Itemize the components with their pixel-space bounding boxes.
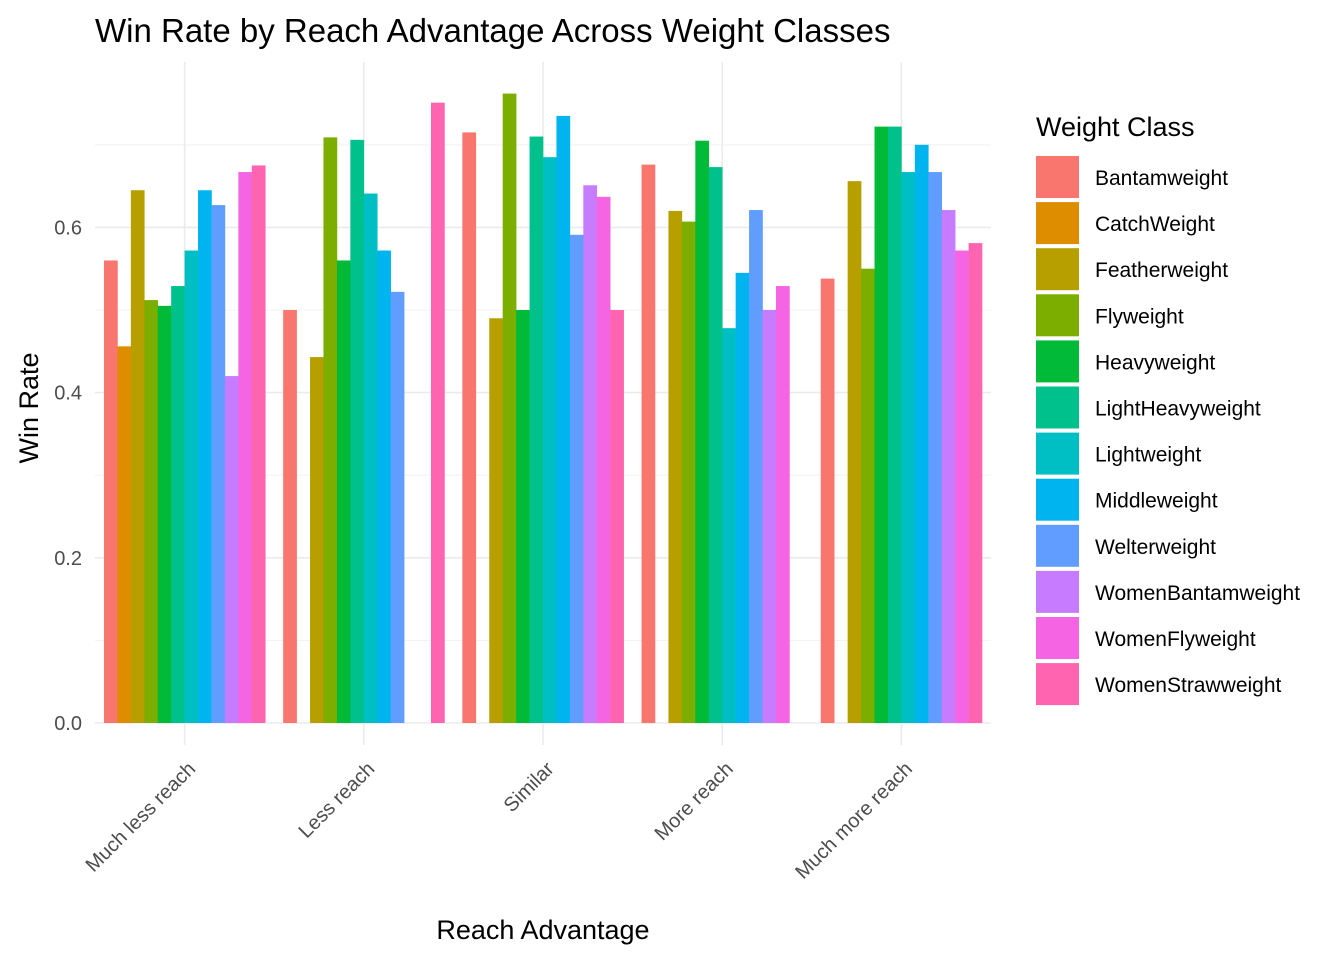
y-axis-ticks: 0.0 0.2 0.4 0.6 xyxy=(54,217,82,735)
bar xyxy=(103,260,118,723)
y-tick-label: 0.4 xyxy=(54,383,82,405)
bar xyxy=(874,126,889,724)
bar xyxy=(749,210,763,723)
legend-swatch xyxy=(1036,617,1079,659)
bar xyxy=(489,318,503,723)
bar xyxy=(641,164,656,723)
bar xyxy=(238,172,253,724)
bar xyxy=(695,140,710,724)
bar xyxy=(184,250,199,723)
bar xyxy=(941,210,956,723)
legend-title: Weight Class xyxy=(1036,112,1195,142)
bars xyxy=(103,93,983,724)
bar xyxy=(363,193,378,723)
legend-swatch xyxy=(1036,294,1079,337)
x-tick-label: Less reach xyxy=(295,758,380,843)
bar xyxy=(543,157,557,723)
legend-swatch xyxy=(1036,478,1079,521)
bar xyxy=(323,137,338,724)
legend-swatch xyxy=(1036,524,1079,567)
legend-label: WomenBantamweight xyxy=(1095,582,1300,605)
legend-label: Heavyweight xyxy=(1095,351,1215,374)
bar xyxy=(431,102,445,723)
bar xyxy=(708,167,723,724)
bar xyxy=(914,144,929,724)
x-tick-label: Much less reach xyxy=(82,758,201,877)
bar xyxy=(820,278,835,723)
bar xyxy=(901,172,916,724)
y-axis-title: Win Rate xyxy=(14,352,44,463)
legend-label: Lightweight xyxy=(1095,444,1201,467)
bar xyxy=(928,172,943,724)
bar xyxy=(117,346,132,723)
bar xyxy=(762,310,777,723)
x-tick-label: Much more reach xyxy=(791,758,917,884)
y-tick-label: 0.2 xyxy=(54,548,82,570)
bar xyxy=(847,181,862,724)
legend-label: Welterweight xyxy=(1095,536,1216,559)
legend-swatch xyxy=(1036,248,1079,291)
bar xyxy=(144,300,159,723)
bar xyxy=(224,376,239,723)
bar xyxy=(596,196,611,723)
chart-title: Win Rate by Reach Advantage Across Weigh… xyxy=(95,12,890,49)
bar xyxy=(722,328,736,723)
x-axis-ticks: Much less reach Less reach Similar More rea… xyxy=(82,758,917,884)
bar xyxy=(462,132,477,723)
bar xyxy=(968,243,983,723)
legend-label: CatchWeight xyxy=(1095,213,1215,236)
legend-label: WomenStrawweight xyxy=(1095,674,1282,697)
bar xyxy=(336,260,351,723)
legend-label: Middleweight xyxy=(1095,490,1218,513)
bar xyxy=(569,234,584,724)
bar xyxy=(681,221,696,724)
bar xyxy=(283,310,297,723)
bar xyxy=(583,185,598,724)
bar xyxy=(130,190,145,724)
bar xyxy=(251,165,266,723)
bar xyxy=(861,268,875,723)
legend-label: WomenFlyweight xyxy=(1095,628,1256,651)
legend-label: Featherweight xyxy=(1095,259,1228,282)
bar xyxy=(171,286,185,723)
legend-swatch xyxy=(1036,202,1079,245)
legend-swatch xyxy=(1036,386,1079,429)
bar xyxy=(502,93,517,723)
bar xyxy=(211,205,226,723)
bar xyxy=(556,115,571,723)
bar xyxy=(955,250,969,723)
legend-swatch xyxy=(1036,570,1079,613)
legend-swatch xyxy=(1036,663,1079,706)
bar xyxy=(529,136,544,724)
x-tick-label: Similar xyxy=(500,758,559,817)
legend-swatch xyxy=(1036,340,1079,383)
bar xyxy=(775,286,790,723)
bar xyxy=(157,305,172,723)
x-tick-label: More reach xyxy=(651,758,738,845)
bar xyxy=(377,250,391,723)
bar xyxy=(735,272,750,723)
bar xyxy=(350,139,365,723)
bar xyxy=(198,190,212,724)
legend-swatch xyxy=(1036,432,1079,475)
legend-label: LightHeavyweight xyxy=(1095,398,1261,421)
bar xyxy=(887,126,902,724)
x-axis-title: Reach Advantage xyxy=(436,915,649,945)
legend: Bantamweight CatchWeight Featherweight Flyw… xyxy=(1036,156,1300,706)
bar xyxy=(668,210,683,723)
bar xyxy=(516,310,530,723)
legend-label: Flyweight xyxy=(1095,305,1184,328)
y-tick-label: 0.6 xyxy=(54,217,82,239)
legend-swatch xyxy=(1036,156,1079,198)
bar xyxy=(390,291,405,723)
bar xyxy=(610,310,624,723)
y-tick-label: 0.0 xyxy=(54,713,82,735)
legend-label: Bantamweight xyxy=(1095,167,1228,190)
bar xyxy=(310,357,324,723)
